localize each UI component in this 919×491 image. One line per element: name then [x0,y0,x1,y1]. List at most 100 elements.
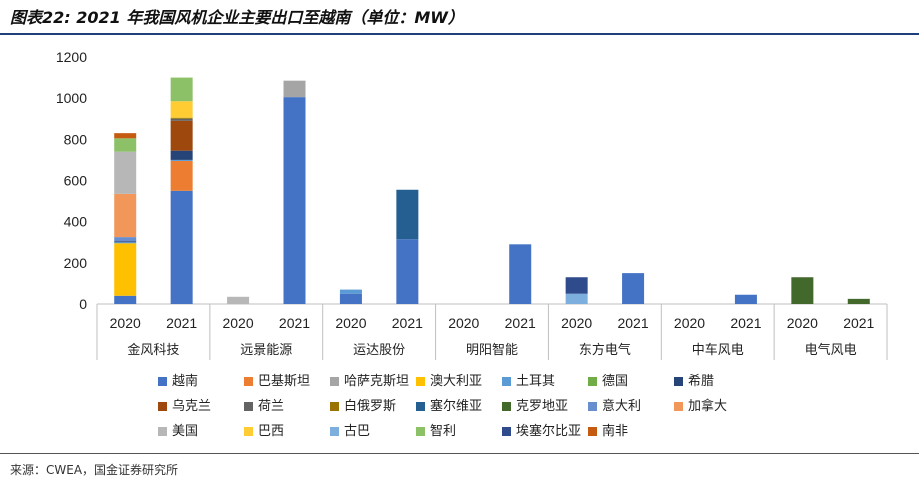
bar-segment [509,244,532,304]
legend-label: 意大利 [602,399,642,414]
legend-item: 智利 [416,420,456,439]
legend-swatch [416,427,425,436]
legend-item: 希腊 [674,370,715,389]
legend-label: 希腊 [688,374,715,389]
y-tick-label: 0 [79,296,87,312]
legend-item: 土耳其 [502,370,556,389]
legend-label: 巴基斯坦 [258,374,311,389]
legend-swatch [502,427,511,436]
x-tick-label: 2020 [335,315,366,331]
x-tick-label: 2020 [110,315,141,331]
bar-segment [170,190,193,304]
legend-item: 埃塞尔比亚 [502,420,582,439]
bar-segment [114,243,137,296]
bar-segment [114,242,137,244]
bar-segment [170,118,193,121]
y-tick-label: 400 [64,214,88,230]
legend-label: 南非 [602,424,629,439]
bar-segment [565,293,588,304]
x-tick-label: 2020 [674,315,705,331]
legend-item: 加拿大 [674,395,727,414]
bar-segment [114,151,137,194]
legend-label: 白俄罗斯 [344,399,397,414]
legend-label: 古巴 [344,424,371,439]
y-tick-label: 600 [64,173,88,189]
legend-item: 哈萨克斯坦 [330,370,410,389]
bar-segment [622,273,645,304]
legend-label: 克罗地亚 [516,399,569,414]
bar-segment [283,80,306,98]
group-label: 中车风电 [692,342,744,358]
group-label: 电气风电 [805,342,857,358]
y-tick-label: 1200 [56,49,87,65]
x-tick-label: 2021 [279,315,310,331]
legend-swatch [674,377,683,386]
legend-item: 巴西 [244,420,285,439]
bar-segment [170,117,193,119]
bar-segment [847,298,870,304]
stacked-bar-chart: 0 200 400 600 800 1000 1200 2020 2021 2020 2021 202… [56,49,888,360]
bar-segment [396,239,419,304]
legend-label: 美国 [172,424,199,439]
legend-label: 澳大利亚 [430,374,483,389]
bar-segment [114,237,137,242]
x-tick-label: 2020 [561,315,592,331]
bar-segment [114,133,137,139]
x-tick-label: 2020 [222,315,253,331]
bar-segment [339,293,362,304]
x-tick-label: 2020 [448,315,479,331]
legend-swatch [244,427,253,436]
legend-swatch [158,377,167,386]
legend-label: 哈萨克斯坦 [344,374,410,389]
legend-item: 巴基斯坦 [244,370,311,389]
group-label: 东方电气 [579,342,631,358]
group-label: 金风科技 [127,342,179,358]
bar-segment [170,150,193,160]
bar-segment [170,160,193,191]
legend-swatch [416,402,425,411]
x-tick-label: 2020 [787,315,818,331]
legend-swatch [416,377,425,386]
bar-segment [114,138,137,152]
group-label: 远景能源 [240,343,292,358]
legend-swatch [330,377,339,386]
bar-segment [791,277,814,304]
legend-item: 塞尔维亚 [416,395,483,414]
y-tick-label: 1000 [56,90,87,106]
bar-segment [227,296,250,304]
bar-segment [170,120,193,151]
legend-label: 荷兰 [258,399,285,414]
legend-label: 德国 [602,374,629,389]
source-note: 来源：CWEA，国金证券研究所 [10,463,179,477]
bar-segment [283,97,306,304]
legend-item: 白俄罗斯 [330,395,397,414]
y-tick-label: 800 [64,131,88,147]
x-tick-label: 2021 [392,315,423,331]
bar-segment [114,193,137,238]
legend-label: 乌克兰 [172,399,212,414]
figure-title: 图表22: 2021 年我国风机企业主要出口至越南（单位：MW） [10,8,464,27]
legend-label: 巴西 [258,424,285,439]
legend-item: 古巴 [330,420,371,439]
legend-item: 越南 [158,370,198,389]
legend-swatch [158,402,167,411]
legend-label: 塞尔维亚 [430,399,483,414]
x-tick-label: 2021 [505,315,536,331]
legend-swatch [330,402,339,411]
group-label: 明阳智能 [466,343,518,358]
bar-segment [170,77,193,102]
group-label: 运达股份 [353,343,405,358]
title-rule [0,33,919,35]
legend-item: 乌克兰 [158,395,212,414]
legend-swatch [674,402,683,411]
bar-segment [734,294,757,304]
bar-segment [114,295,137,304]
legend-swatch [502,402,511,411]
legend-label: 土耳其 [516,374,556,389]
legend-label: 埃塞尔比亚 [516,424,582,439]
x-tick-label: 2021 [617,315,648,331]
legend-item: 意大利 [588,395,642,414]
legend-swatch [244,377,253,386]
legend-item: 德国 [588,370,629,389]
bar-segment [565,277,588,294]
